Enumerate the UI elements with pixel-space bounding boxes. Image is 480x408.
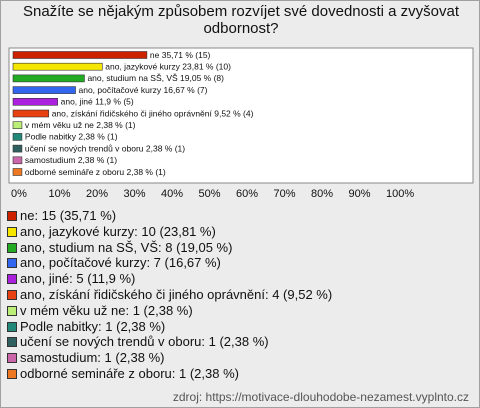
chart-title: Snažíte se nějakým způsobem rozvíjet své…	[22, 3, 460, 37]
bar	[12, 156, 23, 165]
x-tick-label: 100%	[386, 188, 414, 200]
legend-item: samostudium: 1 (2,38 %)	[7, 350, 332, 366]
x-tick-label: 10%	[49, 188, 71, 200]
legend-label: ano, počítačové kurzy: 7 (16,67 %)	[20, 255, 221, 271]
x-tick-label: 80%	[311, 188, 333, 200]
value-label: ano, získání řidičského či jiného oprávn…	[52, 108, 254, 118]
value-label: ano, jiné 11,9 % (5)	[61, 97, 134, 107]
value-label: Podle nabitky 2,38 % (1)	[25, 132, 118, 142]
legend-item: ano, jazykové kurzy: 10 (23,81 %)	[7, 224, 332, 240]
bar	[12, 144, 23, 153]
legend-label: ne: 15 (35,71 %)	[20, 208, 117, 223]
legend-swatch	[7, 289, 17, 300]
x-tick-label: 0%	[11, 188, 27, 200]
legend-label: samostudium: 1 (2,38 %)	[20, 350, 165, 366]
legend-item: učení se nových trendů v oboru: 1 (2,38 …	[7, 334, 332, 350]
bar	[12, 109, 50, 118]
legend-item: v mém věku už ne: 1 (2,38 %)	[7, 303, 332, 319]
legend: ne: 15 (35,71 %) ano, jazykové kurzy: 10 …	[7, 208, 332, 382]
source: zdroj: https://motivace-dlouhodobe-nezam…	[172, 390, 469, 404]
legend-swatch	[7, 274, 17, 285]
legend-item: Podle nabitky: 1 (2,38 %)	[7, 319, 332, 335]
legend-label: ano, studium na SŠ, VŠ: 8 (19,05 %)	[20, 239, 233, 255]
legend-label: ano, jiné: 5 (11,9 %)	[20, 271, 136, 287]
legend-swatch	[7, 321, 17, 332]
bar	[12, 97, 58, 106]
legend-item: ano, počítačové kurzy: 7 (16,67 %)	[7, 255, 332, 271]
value-label: v mém věku už ne 2,38 % (1)	[25, 120, 136, 130]
legend-swatch	[7, 211, 17, 221]
legend-swatch	[7, 258, 17, 269]
value-label: ne 35,71 % (15)	[150, 50, 211, 60]
legend-swatch	[7, 368, 17, 379]
legend-item: ano, studium na SŠ, VŠ: 8 (19,05 %)	[7, 240, 332, 256]
bar	[12, 51, 148, 59]
bar	[12, 74, 85, 83]
value-label: ano, jazykové kurzy 23,81 % (10)	[105, 61, 231, 71]
legend-label: ano, jazykové kurzy: 10 (23,81 %)	[20, 223, 216, 239]
bar	[12, 168, 23, 176]
bar	[12, 133, 23, 141]
x-tick-label: 90%	[349, 188, 371, 200]
legend-swatch	[7, 305, 17, 316]
value-label: učení se nových trendů v oboru 2,38 % (1…	[25, 143, 185, 153]
legend-item: odborné semináře z oboru: 1 (2,38 %)	[7, 366, 332, 382]
x-tick-label: 30%	[124, 188, 146, 200]
chart: 0% 10% 20% 30% 40% 50% 60% 70% 80% 90% 100% ne 35,7…	[8, 47, 474, 200]
legend-swatch	[7, 242, 17, 253]
x-tick-label: 70%	[274, 188, 296, 200]
x-tick-label: 40%	[161, 188, 183, 200]
legend-item: ne: 15 (35,71 %)	[7, 208, 332, 224]
bar	[12, 86, 76, 94]
x-tick-label: 50%	[199, 188, 221, 200]
value-label: ano, studium na SŠ, VŠ 19,05 % (8)	[87, 73, 224, 83]
legend-label: Podle nabitky: 1 (2,38 %)	[20, 318, 166, 334]
bar	[12, 62, 103, 71]
legend-item: ano, jiné: 5 (11,9 %)	[7, 271, 332, 287]
legend-swatch	[7, 337, 17, 348]
legend-label: učení se nových trendů v oboru: 1 (2,38 …	[20, 334, 269, 350]
legend-label: v mém věku už ne: 1 (2,38 %)	[20, 302, 193, 318]
legend-swatch	[7, 226, 17, 237]
legend-swatch	[7, 353, 17, 364]
value-label: ano, počítačové kurzy 16,67 % (7)	[79, 85, 208, 95]
value-label: samostudium 2,38 % (1)	[25, 155, 117, 165]
legend-item: ano, získání řidičského či jiného oprávn…	[7, 287, 332, 303]
bar	[12, 121, 23, 129]
x-tick-label: 60%	[236, 188, 258, 200]
value-label: odborné semináře z oboru 2,38 % (1)	[25, 167, 166, 177]
legend-label: ano, získání řidičského či jiného oprávn…	[20, 286, 333, 302]
x-tick-label: 20%	[86, 188, 108, 200]
legend-label: odborné semináře z oboru: 1 (2,38 %)	[20, 365, 239, 381]
